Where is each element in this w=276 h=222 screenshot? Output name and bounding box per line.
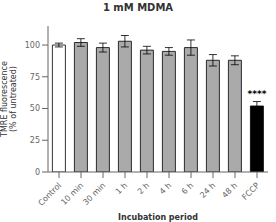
svg-text:24 h: 24 h <box>198 181 217 200</box>
svg-text:Control: Control <box>36 181 63 208</box>
html-text:1 mM MDMA: 1 mM MDMA <box>102 2 174 13</box>
svg-text:48 h: 48 h <box>220 181 239 200</box>
svg-text:4 h: 4 h <box>158 181 173 196</box>
svg-text:30 min: 30 min <box>81 181 107 207</box>
svg-text:Incubation period: Incubation period <box>118 213 198 222</box>
svg-text:2 h: 2 h <box>136 181 151 196</box>
svg-text:75: 75 <box>30 73 40 82</box>
svg-text:****: **** <box>248 89 267 99</box>
svg-text:10 min: 10 min <box>59 181 85 207</box>
svg-text:TMRE fluorescence(% of untreat: TMRE fluorescence(% of untreated) <box>8 61 18 138</box>
svg-text:25: 25 <box>30 136 40 145</box>
svg-text:50: 50 <box>30 104 40 113</box>
svg-text:1 h: 1 h <box>114 181 129 196</box>
svg-text:6 h: 6 h <box>180 181 195 196</box>
svg-text:100: 100 <box>25 41 40 50</box>
svg-text:0: 0 <box>35 168 40 177</box>
svg-text:FCCP: FCCP <box>240 181 261 202</box>
